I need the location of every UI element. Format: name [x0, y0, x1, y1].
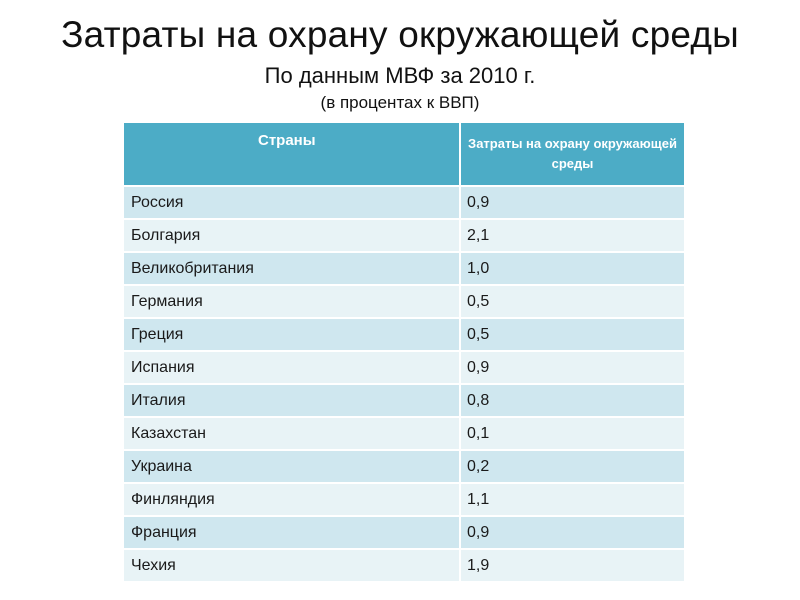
table-row: Россия 0,9: [124, 185, 684, 219]
page-subtitle: По данным МВФ за 2010 г.: [264, 63, 536, 88]
country-cell: Франция: [124, 515, 460, 549]
expense-value-cell: 0,9: [459, 185, 684, 219]
column-header-countries: Страны: [124, 123, 460, 186]
table-row: Испания 0,9: [124, 350, 684, 384]
table-row: Италия 0,8: [124, 383, 684, 417]
table-header: Страны Затраты на охрану окружающей сред…: [124, 123, 684, 186]
country-cell: Италия: [124, 383, 460, 417]
country-cell: Испания: [124, 350, 460, 384]
table-row: Великобритания 1,0: [124, 251, 684, 285]
table-row: Германия 0,5: [124, 284, 684, 318]
expense-value-cell: 0,9: [459, 515, 684, 549]
expense-value-cell: 0,8: [459, 383, 684, 417]
header-row: Страны Затраты на охрану окружающей сред…: [124, 123, 684, 186]
expense-value-cell: 0,5: [459, 284, 684, 318]
column-header-expenses: Затраты на охрану окружающей среды: [459, 123, 684, 186]
units-note: (в процентах к ВВП): [320, 93, 480, 112]
country-cell: Украина: [124, 449, 460, 483]
page-title: Затраты на охрану окружающей среды: [61, 14, 739, 55]
country-cell: Великобритания: [124, 251, 460, 285]
table-row: Франция 0,9: [124, 515, 684, 549]
expense-value-cell: 1,0: [459, 251, 684, 285]
country-cell: Казахстан: [124, 416, 460, 450]
country-cell: Финляндия: [124, 482, 460, 516]
table-row: Финляндия 1,1: [124, 482, 684, 516]
country-cell: Россия: [124, 185, 460, 219]
table-body: Россия 0,9 Болгария 2,1 Великобритания 1,0 Гер…: [124, 185, 684, 581]
table-row: Греция 0,5: [124, 317, 684, 351]
country-cell: Греция: [124, 317, 460, 351]
expense-value-cell: 0,9: [459, 350, 684, 384]
data-table-container: Страны Затраты на охрану окружающей сред…: [124, 123, 684, 581]
expense-value-cell: 0,5: [459, 317, 684, 351]
expense-value-cell: 0,1: [459, 416, 684, 450]
expense-value-cell: 2,1: [459, 218, 684, 252]
table-row: Украина 0,2: [124, 449, 684, 483]
expense-value-cell: 1,1: [459, 482, 684, 516]
expenses-table: Страны Затраты на охрану окружающей сред…: [124, 123, 684, 581]
table-row: Казахстан 0,1: [124, 416, 684, 450]
expense-value-cell: 0,2: [459, 449, 684, 483]
country-cell: Германия: [124, 284, 460, 318]
table-row: Болгария 2,1: [124, 218, 684, 252]
country-cell: Болгария: [124, 218, 460, 252]
expense-value-cell: 1,9: [459, 548, 684, 581]
country-cell: Чехия: [124, 548, 460, 581]
table-row: Чехия 1,9: [124, 548, 684, 581]
